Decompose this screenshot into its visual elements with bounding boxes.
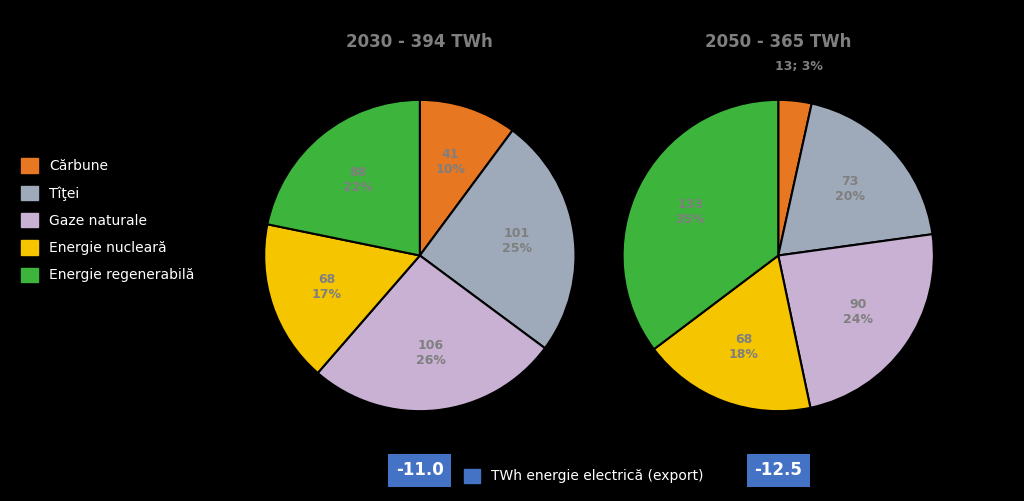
Text: 73
20%: 73 20% — [836, 175, 865, 203]
Wedge shape — [264, 224, 420, 373]
Text: 68
17%: 68 17% — [312, 273, 342, 301]
Text: 88
22%: 88 22% — [343, 165, 373, 193]
Wedge shape — [317, 256, 545, 411]
Wedge shape — [778, 100, 812, 256]
Text: 41
10%: 41 10% — [435, 148, 466, 176]
Title: 2030 - 394 TWh: 2030 - 394 TWh — [346, 33, 494, 51]
Text: 13; 3%: 13; 3% — [775, 60, 822, 73]
Text: 90
24%: 90 24% — [844, 298, 873, 326]
Wedge shape — [778, 104, 933, 256]
Text: 106
26%: 106 26% — [416, 339, 445, 367]
Wedge shape — [778, 234, 934, 408]
Text: 68
18%: 68 18% — [729, 333, 759, 361]
Title: 2050 - 365 TWh: 2050 - 365 TWh — [706, 33, 851, 51]
Wedge shape — [654, 256, 810, 411]
Text: 133
35%: 133 35% — [676, 198, 706, 226]
Legend: Cărbune, Tîţei, Gaze naturale, Energie nucleară, Energie regenerabilă: Cărbune, Tîţei, Gaze naturale, Energie n… — [17, 154, 199, 287]
Text: -11.0: -11.0 — [396, 461, 443, 479]
Text: 101
25%: 101 25% — [502, 227, 531, 255]
Wedge shape — [420, 130, 575, 348]
Wedge shape — [623, 100, 778, 349]
Legend: TWh energie electrică (export): TWh energie electrică (export) — [458, 463, 710, 489]
Wedge shape — [420, 100, 512, 256]
Text: -12.5: -12.5 — [755, 461, 802, 479]
Wedge shape — [267, 100, 420, 256]
